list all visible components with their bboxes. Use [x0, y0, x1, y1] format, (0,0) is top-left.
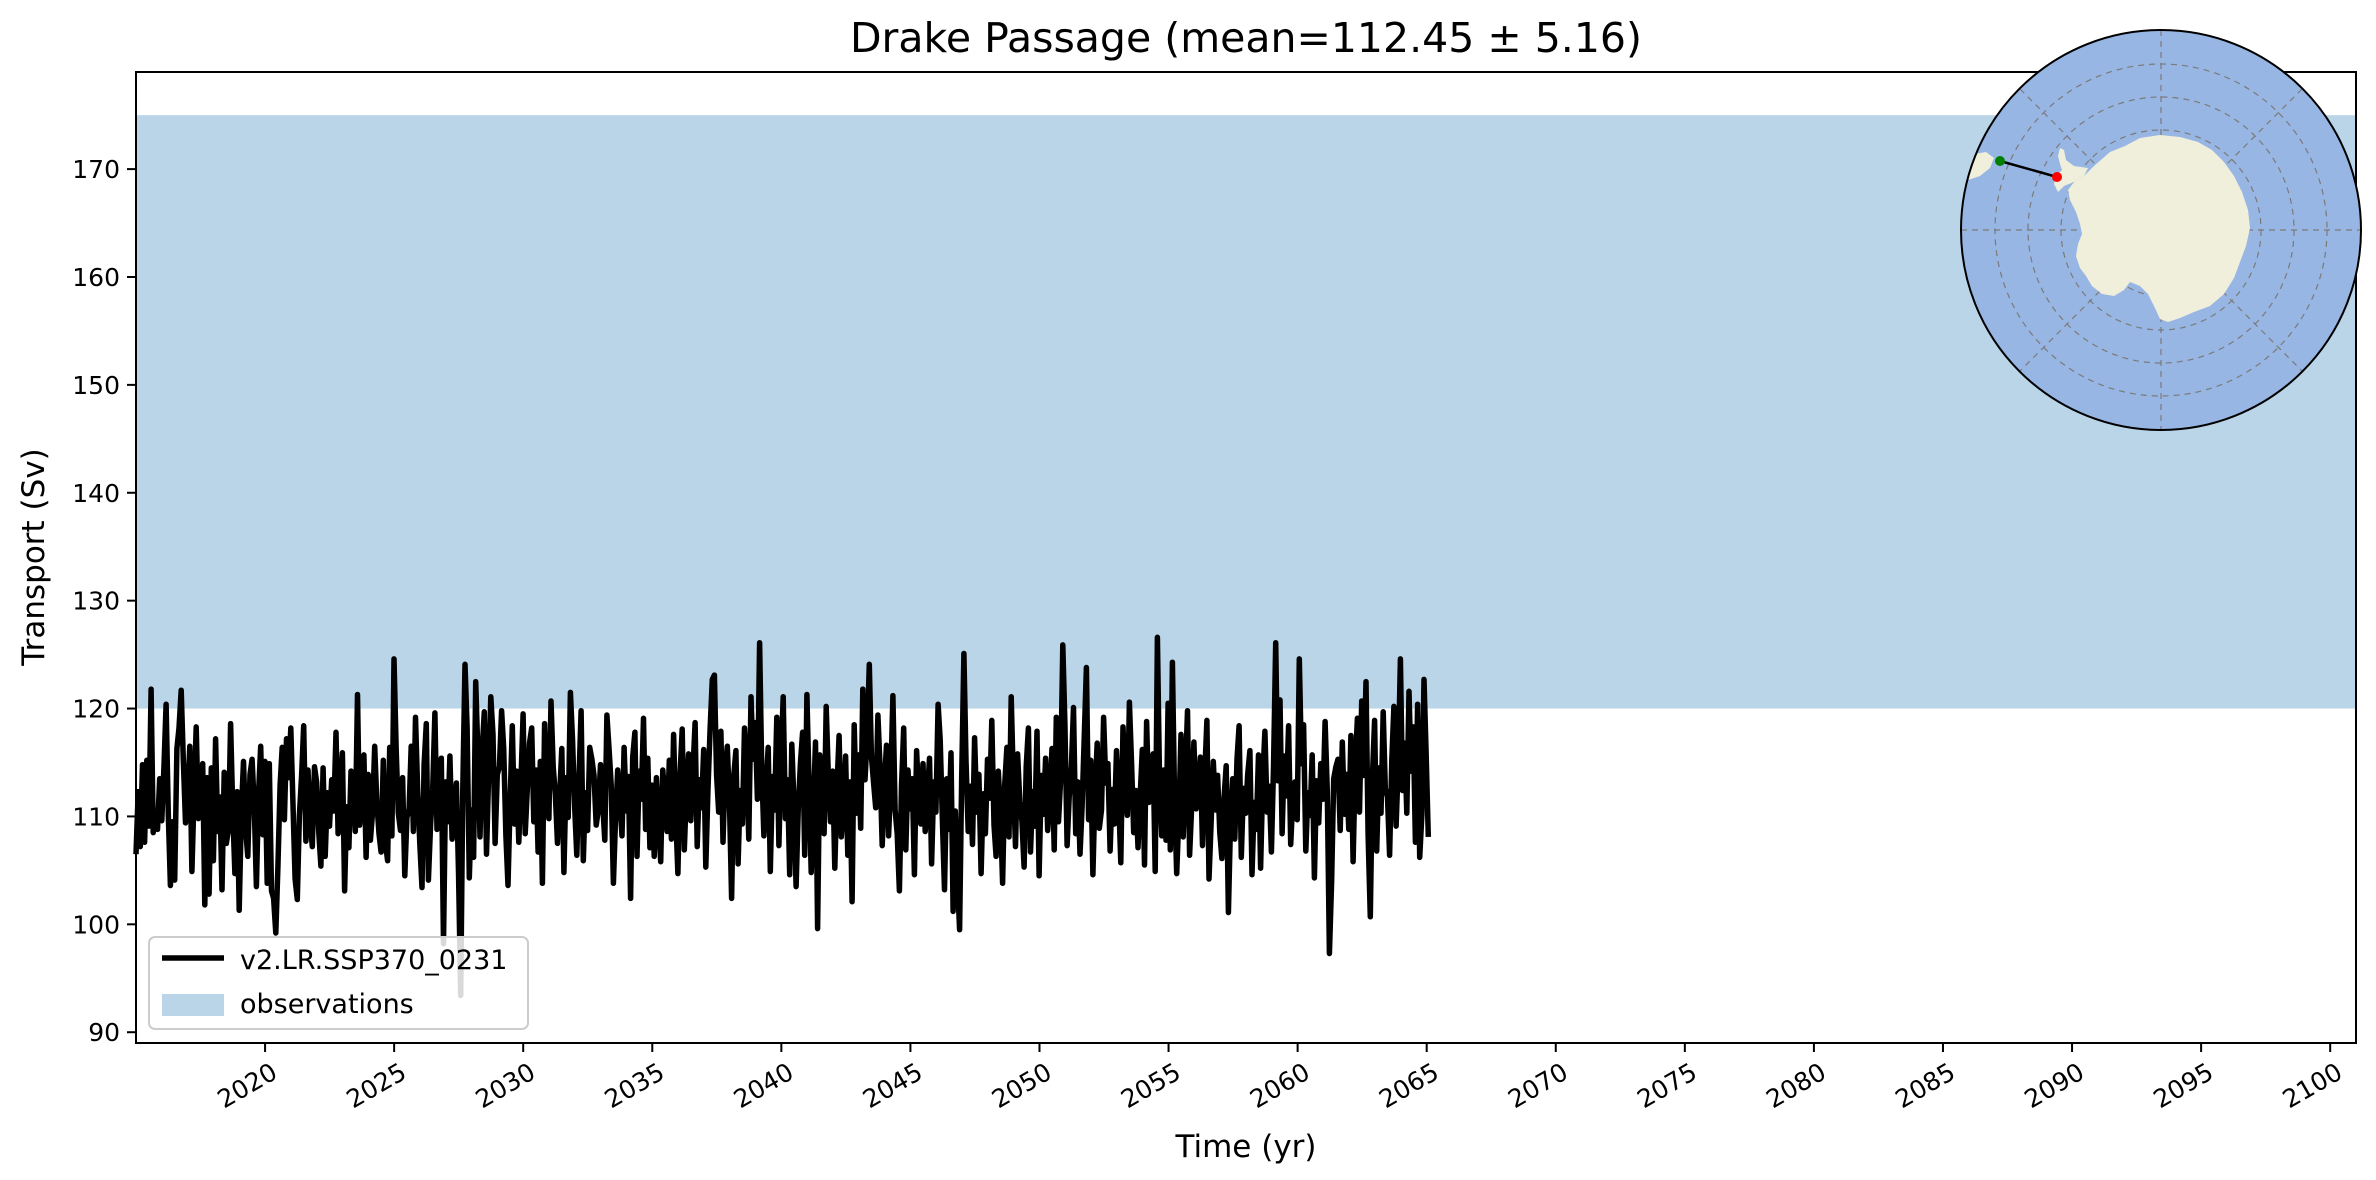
antarctic-peninsula [2054, 148, 2088, 192]
series-line-v2-lr-ssp370-0231 [133, 634, 1432, 999]
y-tick-label: 160 [72, 263, 120, 292]
legend-label-series: v2.LR.SSP370_0231 [240, 945, 507, 976]
y-tick-label: 110 [72, 802, 120, 831]
y-tick-label: 170 [72, 155, 120, 184]
y-tick-label: 150 [72, 371, 120, 400]
plot-frame [135, 71, 2357, 1044]
antarctica-landmass [2068, 135, 2250, 322]
inset-polar-map [1960, 29, 2362, 431]
y-tick-label: 90 [88, 1018, 120, 1047]
y-axis-label: Transport (Sv) [16, 448, 52, 667]
legend-frame [148, 936, 529, 1030]
y-axis-ticks: 90 100 110 120 130 140 150 160 170 [72, 155, 136, 1047]
legend: v2.LR.SSP370_0231 observations [148, 936, 529, 1030]
section-start-marker [1995, 156, 2005, 166]
legend-swatch-observations [162, 994, 224, 1016]
chart-title: Drake Passage (mean=112.45 ± 5.16) [850, 14, 1642, 62]
y-tick-label: 120 [72, 695, 120, 724]
section-end-marker [2052, 172, 2062, 182]
legend-label-observations: observations [240, 989, 414, 1020]
y-tick-label: 130 [72, 587, 120, 616]
globe-outline [1960, 29, 2362, 431]
section-line [1999, 159, 2058, 179]
y-tick-label: 140 [72, 479, 120, 508]
y-tick-label: 100 [72, 910, 120, 939]
x-axis-label: Time (yr) [1175, 1129, 1317, 1165]
